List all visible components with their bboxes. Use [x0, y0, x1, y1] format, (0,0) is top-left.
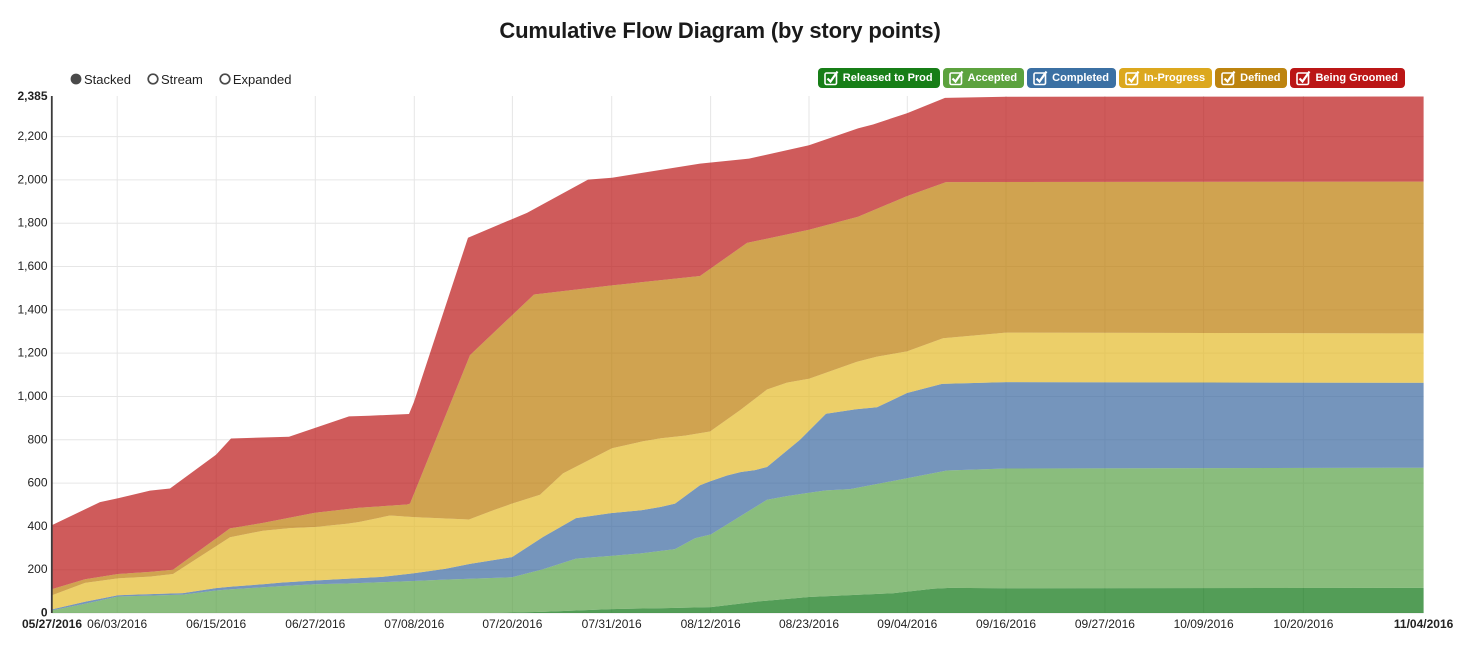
svg-text:10/20/2016: 10/20/2016: [1273, 617, 1333, 631]
svg-text:1,600: 1,600: [17, 259, 47, 273]
svg-text:400: 400: [27, 519, 47, 533]
svg-text:05/27/2016: 05/27/2016: [22, 617, 82, 631]
svg-text:08/23/2016: 08/23/2016: [779, 617, 839, 631]
svg-text:06/03/2016: 06/03/2016: [87, 617, 147, 631]
svg-text:07/31/2016: 07/31/2016: [582, 617, 642, 631]
svg-text:600: 600: [27, 476, 47, 490]
svg-text:2,000: 2,000: [17, 172, 47, 186]
svg-text:0: 0: [41, 606, 48, 620]
svg-text:2,385: 2,385: [17, 89, 47, 103]
svg-text:09/04/2016: 09/04/2016: [877, 617, 937, 631]
svg-text:11/04/2016: 11/04/2016: [1394, 617, 1454, 631]
svg-text:09/16/2016: 09/16/2016: [976, 617, 1036, 631]
svg-text:800: 800: [27, 432, 47, 446]
svg-text:10/09/2016: 10/09/2016: [1174, 617, 1234, 631]
svg-text:06/27/2016: 06/27/2016: [285, 617, 345, 631]
svg-text:09/27/2016: 09/27/2016: [1075, 617, 1135, 631]
svg-text:1,200: 1,200: [17, 346, 47, 360]
svg-text:1,800: 1,800: [17, 216, 47, 230]
svg-text:07/20/2016: 07/20/2016: [482, 617, 542, 631]
svg-text:1,400: 1,400: [17, 302, 47, 316]
svg-text:2,200: 2,200: [17, 129, 47, 143]
svg-text:08/12/2016: 08/12/2016: [681, 617, 741, 631]
svg-text:07/08/2016: 07/08/2016: [384, 617, 444, 631]
svg-text:200: 200: [27, 562, 47, 576]
svg-text:1,000: 1,000: [17, 389, 47, 403]
svg-text:06/15/2016: 06/15/2016: [186, 617, 246, 631]
